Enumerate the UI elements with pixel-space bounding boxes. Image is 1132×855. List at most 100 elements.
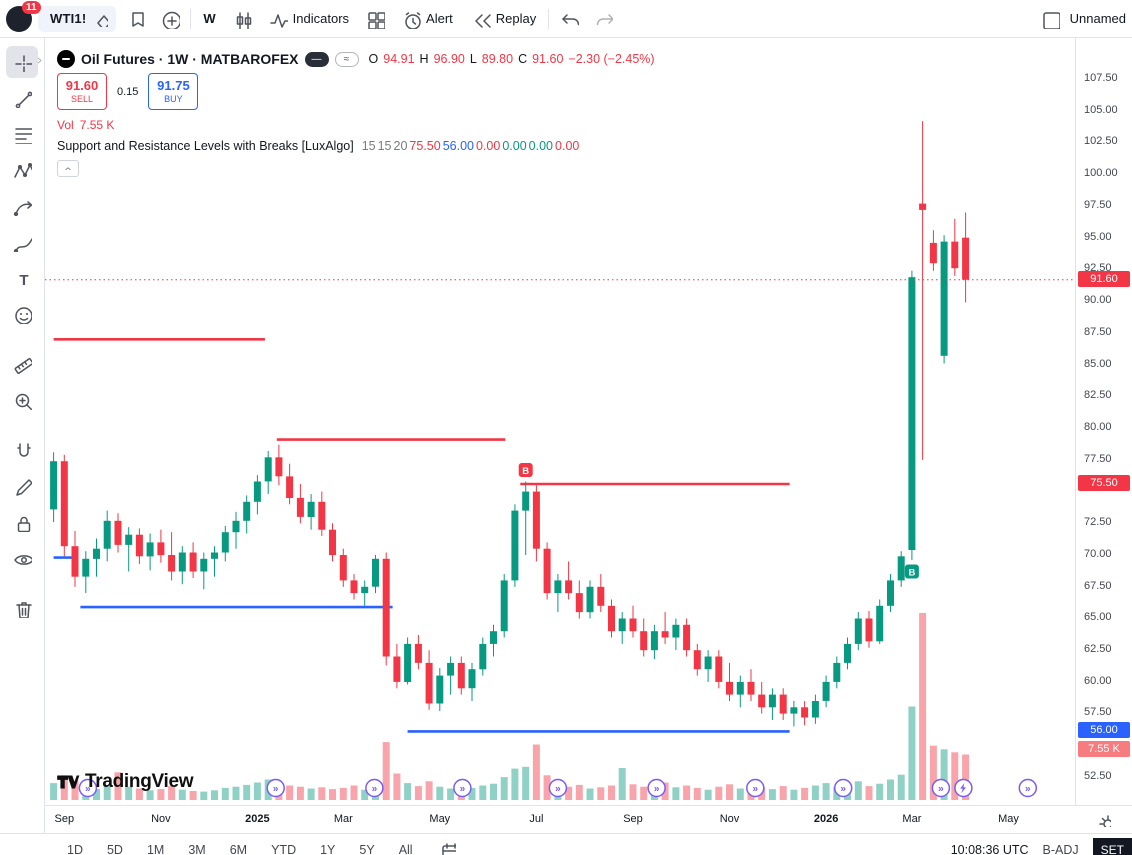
drawing-mode-tool[interactable] [6,470,38,502]
redo-button[interactable] [589,5,617,33]
indicator-value: 0.00 [528,139,554,153]
legend-collapse-button[interactable] [57,160,79,177]
tradingview-logo-icon [57,775,80,789]
svg-text:»: » [938,784,944,795]
rollover-marker[interactable]: » [833,778,853,798]
rollover-marker[interactable]: » [1018,778,1038,798]
rollover-marker[interactable]: » [931,778,951,798]
range-button-6m[interactable]: 6M [223,839,254,855]
settlement-toggle[interactable]: SET [1092,837,1132,855]
alert-button[interactable]: Alert [395,5,459,33]
ruler-icon [14,358,32,374]
emoji-tool[interactable] [6,298,38,330]
price-tick: 70.00 [1084,547,1112,560]
save-layout-button[interactable] [1036,5,1064,33]
svg-text:T: T [19,272,28,288]
lock-drawings-tool[interactable] [6,506,38,538]
pattern-tool[interactable] [6,154,38,186]
brush-icon [13,238,32,252]
symbol-search[interactable]: WTI1! [38,5,117,32]
legend-wave-icon[interactable]: ≈ [334,51,359,67]
plus-circle-icon [163,11,181,29]
rollover-marker[interactable]: » [746,778,765,798]
clock[interactable]: 10:08:36 UTC [950,842,1029,855]
sell-button[interactable]: 91.60 SELL [57,73,107,110]
symbol-legend-row: Oil Futures · 1W · MATBAROFEX — ≈ O 94.91… [57,50,655,68]
break-marker: B [904,564,919,579]
express-rollover-marker[interactable] [954,778,973,798]
remove-drawings-tool[interactable] [6,592,38,624]
compare-add-button[interactable] [156,5,184,33]
trendline-tool[interactable] [6,82,38,114]
user-avatar[interactable]: 11 [6,0,41,32]
rollover-marker[interactable]: » [78,778,98,798]
tool-expand-arrow[interactable] [35,50,45,70]
zoom-tool[interactable] [6,384,38,416]
brush-tool[interactable] [6,226,38,258]
indicator-name[interactable]: Support and Resistance Levels with Break… [57,139,354,153]
replay-button[interactable]: Replay [465,5,542,33]
candles-icon [236,11,251,29]
rollover-marker[interactable]: » [365,778,384,798]
rollover-marker[interactable]: » [266,778,285,798]
price-tick: 95.00 [1084,230,1112,243]
legend-dash-icon[interactable]: — [304,51,329,67]
time-label: Mar [902,813,922,825]
price-axis[interactable]: 107.50 105.00 102.50 100.00 97.50 95.00 92.50 9… [1075,38,1132,805]
axis-settings-gear-icon[interactable] [1096,812,1111,827]
crosshair-tool[interactable] [6,46,38,78]
fib-retracement-tool[interactable] [6,118,38,150]
bottom-toolbar: 1D 5D 1M 3M 6M YTD 1Y 5Y All 10:08:36 UTC B-ADJ … [0,833,1132,855]
indicator-value: 56.00 [442,139,474,153]
range-button-1d[interactable]: 1D [60,839,90,855]
alert-clock-icon [405,11,421,29]
symbol-title[interactable]: Oil Futures · 1W · MATBAROFEX [81,51,299,67]
volume-legend-row: Vol 7.55 K [57,118,655,132]
magnet-tool[interactable] [6,434,38,466]
range-button-1y[interactable]: 1Y [313,839,342,855]
candlestick-chart[interactable]: B B » » » » » » » » » » [45,38,1075,805]
time-label: Nov [151,813,171,825]
flag-symbol-button[interactable] [122,5,150,33]
time-label: May [429,813,451,825]
layout-name[interactable]: Unnamed [1069,11,1126,26]
text-tool[interactable]: T [6,262,38,294]
price-tick: 65.00 [1084,611,1112,624]
rollover-marker[interactable]: » [647,778,666,798]
tradingview-watermark[interactable]: TradingView [55,769,194,795]
chart-region[interactable]: B B » » » » » » » » » » Oil Futures · 1W · MATBAROF… [45,38,1132,833]
indicator-value: 0.00 [475,139,501,153]
chart-style-button[interactable] [228,5,256,33]
hide-drawings-tool[interactable] [6,542,38,574]
trade-panel: 91.60 SELL 0.15 91.75 BUY [57,73,655,110]
prediction-tool[interactable] [6,190,38,222]
time-label: 2026 [813,813,839,825]
break-marker: B [518,463,533,477]
replay-icon [475,13,491,28]
range-button-5d[interactable]: 5D [100,839,130,855]
support-resistance-lines[interactable] [53,337,790,733]
rollover-marker[interactable]: » [453,778,472,798]
range-button-all[interactable]: All [392,839,420,855]
range-button-1m[interactable]: 1M [140,839,171,855]
price-tick: 82.50 [1084,389,1112,402]
interval-button[interactable]: W [197,7,221,30]
indicator-param: 15 [361,139,376,153]
range-button-ytd[interactable]: YTD [264,839,303,855]
undo-button[interactable] [555,5,583,33]
symbol-logo [57,50,75,68]
indicator-templates-button[interactable] [361,5,389,33]
low-value: 89.80 [481,52,514,66]
time-axis[interactable]: Sep Nov 2025 Mar May Jul Sep Nov 2026 Mar May [45,805,1075,833]
time-label: Nov [719,813,740,825]
buy-button[interactable]: 91.75 BUY [148,73,199,110]
svg-text:»: » [840,784,846,795]
measure-tool[interactable] [6,348,38,380]
range-button-3m[interactable]: 3M [181,839,212,855]
adjust-toggle[interactable]: B-ADJ [1042,842,1079,855]
go-to-date-button[interactable] [434,836,462,855]
price-tick: 102.50 [1084,135,1118,148]
range-button-5y[interactable]: 5Y [352,839,381,855]
rollover-marker[interactable]: » [548,778,568,798]
indicators-button[interactable]: Indicators [262,5,355,33]
